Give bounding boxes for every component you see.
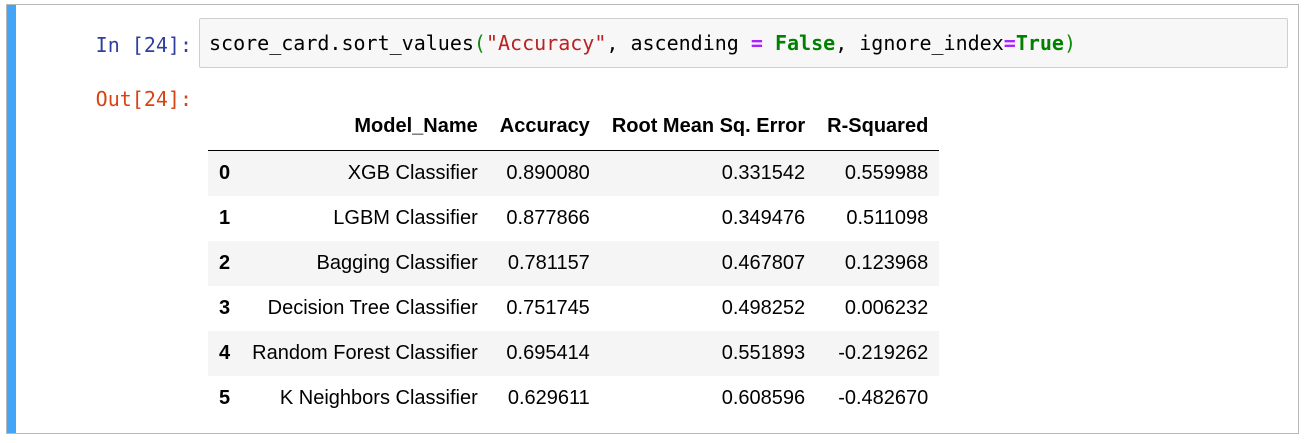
cell-accuracy: 0.751745 (506, 297, 590, 319)
cell-accuracy: 0.890080 (506, 162, 590, 184)
table-header-row: Model_Name Accuracy Root Mean Sq. Error … (208, 103, 940, 151)
cell-r-squared: 0.511098 (846, 207, 929, 229)
cell-model-name: Decision Tree Classifier (267, 297, 478, 319)
row-index: 0 (219, 162, 231, 184)
column-header-model-name: Model_Name (241, 103, 489, 151)
selected-cell-indicator (7, 5, 16, 433)
code-input-area[interactable]: score_card.sort_values("Accuracy", ascen… (199, 18, 1288, 68)
code-token (763, 31, 775, 55)
output-prompt: Out[24]: (95, 87, 192, 111)
index-header (208, 103, 242, 151)
column-header-accuracy: Accuracy (488, 103, 601, 151)
cell-model-name: Random Forest Classifier (252, 342, 478, 364)
cell-rmse: 0.467807 (721, 252, 806, 274)
cell-rmse: 0.331542 (721, 162, 806, 184)
cell-accuracy: 0.629611 (507, 387, 590, 409)
code-operator-token: = (1003, 31, 1016, 55)
column-header-r-squared: R-Squared (816, 103, 940, 151)
dataframe-output-table: Model_Name Accuracy Root Mean Sq. Error … (208, 103, 940, 421)
code-keyword-token: True (1015, 31, 1064, 55)
cell-model-name: LGBM Classifier (333, 207, 478, 229)
cell-model-name: XGB Classifier (347, 162, 478, 184)
table-row: 5 K Neighbors Classifier 0.629611 0.6085… (208, 376, 939, 421)
code-token: , ascending (606, 31, 751, 55)
input-prompt: In [24]: (95, 33, 192, 57)
code-keyword-token: False (774, 31, 836, 55)
row-index: 3 (219, 297, 231, 319)
cell-model-name: K Neighbors Classifier (279, 387, 478, 409)
code-token: ( (473, 31, 486, 55)
code-line[interactable]: score_card.sort_values("Accuracy", ascen… (209, 31, 1076, 55)
cell-r-squared: 0.559988 (844, 162, 929, 184)
column-header-rmse: Root Mean Sq. Error (600, 103, 817, 151)
row-index: 1 (219, 207, 231, 229)
cell-accuracy: 0.695414 (506, 342, 590, 364)
row-index: 4 (219, 342, 231, 364)
table-row: 2 Bagging Classifier 0.781157 0.467807 0… (208, 241, 940, 286)
cell-accuracy: 0.877866 (506, 207, 590, 229)
cell-rmse: 0.498252 (721, 297, 806, 319)
cell-r-squared: 0.006232 (844, 297, 929, 319)
row-index: 5 (219, 387, 231, 409)
row-index: 2 (219, 252, 231, 274)
cell-rmse: 0.608596 (721, 387, 806, 409)
cell-r-squared: -0.482670 (838, 387, 929, 409)
code-token: score_card.sort_values (209, 31, 474, 55)
table-row: 0 XGB Classifier 0.890080 0.331542 0.559… (208, 150, 940, 196)
code-string-token: "Accuracy" (485, 31, 607, 55)
cell-rmse: 0.349476 (721, 207, 806, 229)
cell-model-name: Bagging Classifier (316, 252, 478, 274)
notebook-cell[interactable]: In [24]: score_card.sort_values("Accurac… (6, 4, 1299, 434)
code-token: , ignore_index (835, 31, 1004, 55)
table-row: 1 LGBM Classifier 0.877866 0.349476 0.51… (208, 196, 939, 241)
code-token: ) (1063, 31, 1077, 55)
table-row: 4 Random Forest Classifier 0.695414 0.55… (208, 331, 940, 376)
cell-rmse: 0.551893 (721, 342, 806, 364)
cell-r-squared: 0.123968 (844, 252, 929, 274)
cell-accuracy: 0.781157 (507, 252, 590, 274)
table-row: 3 Decision Tree Classifier 0.751745 0.49… (208, 286, 939, 331)
cell-r-squared: -0.219262 (838, 342, 929, 364)
code-operator-token: = (750, 31, 763, 55)
